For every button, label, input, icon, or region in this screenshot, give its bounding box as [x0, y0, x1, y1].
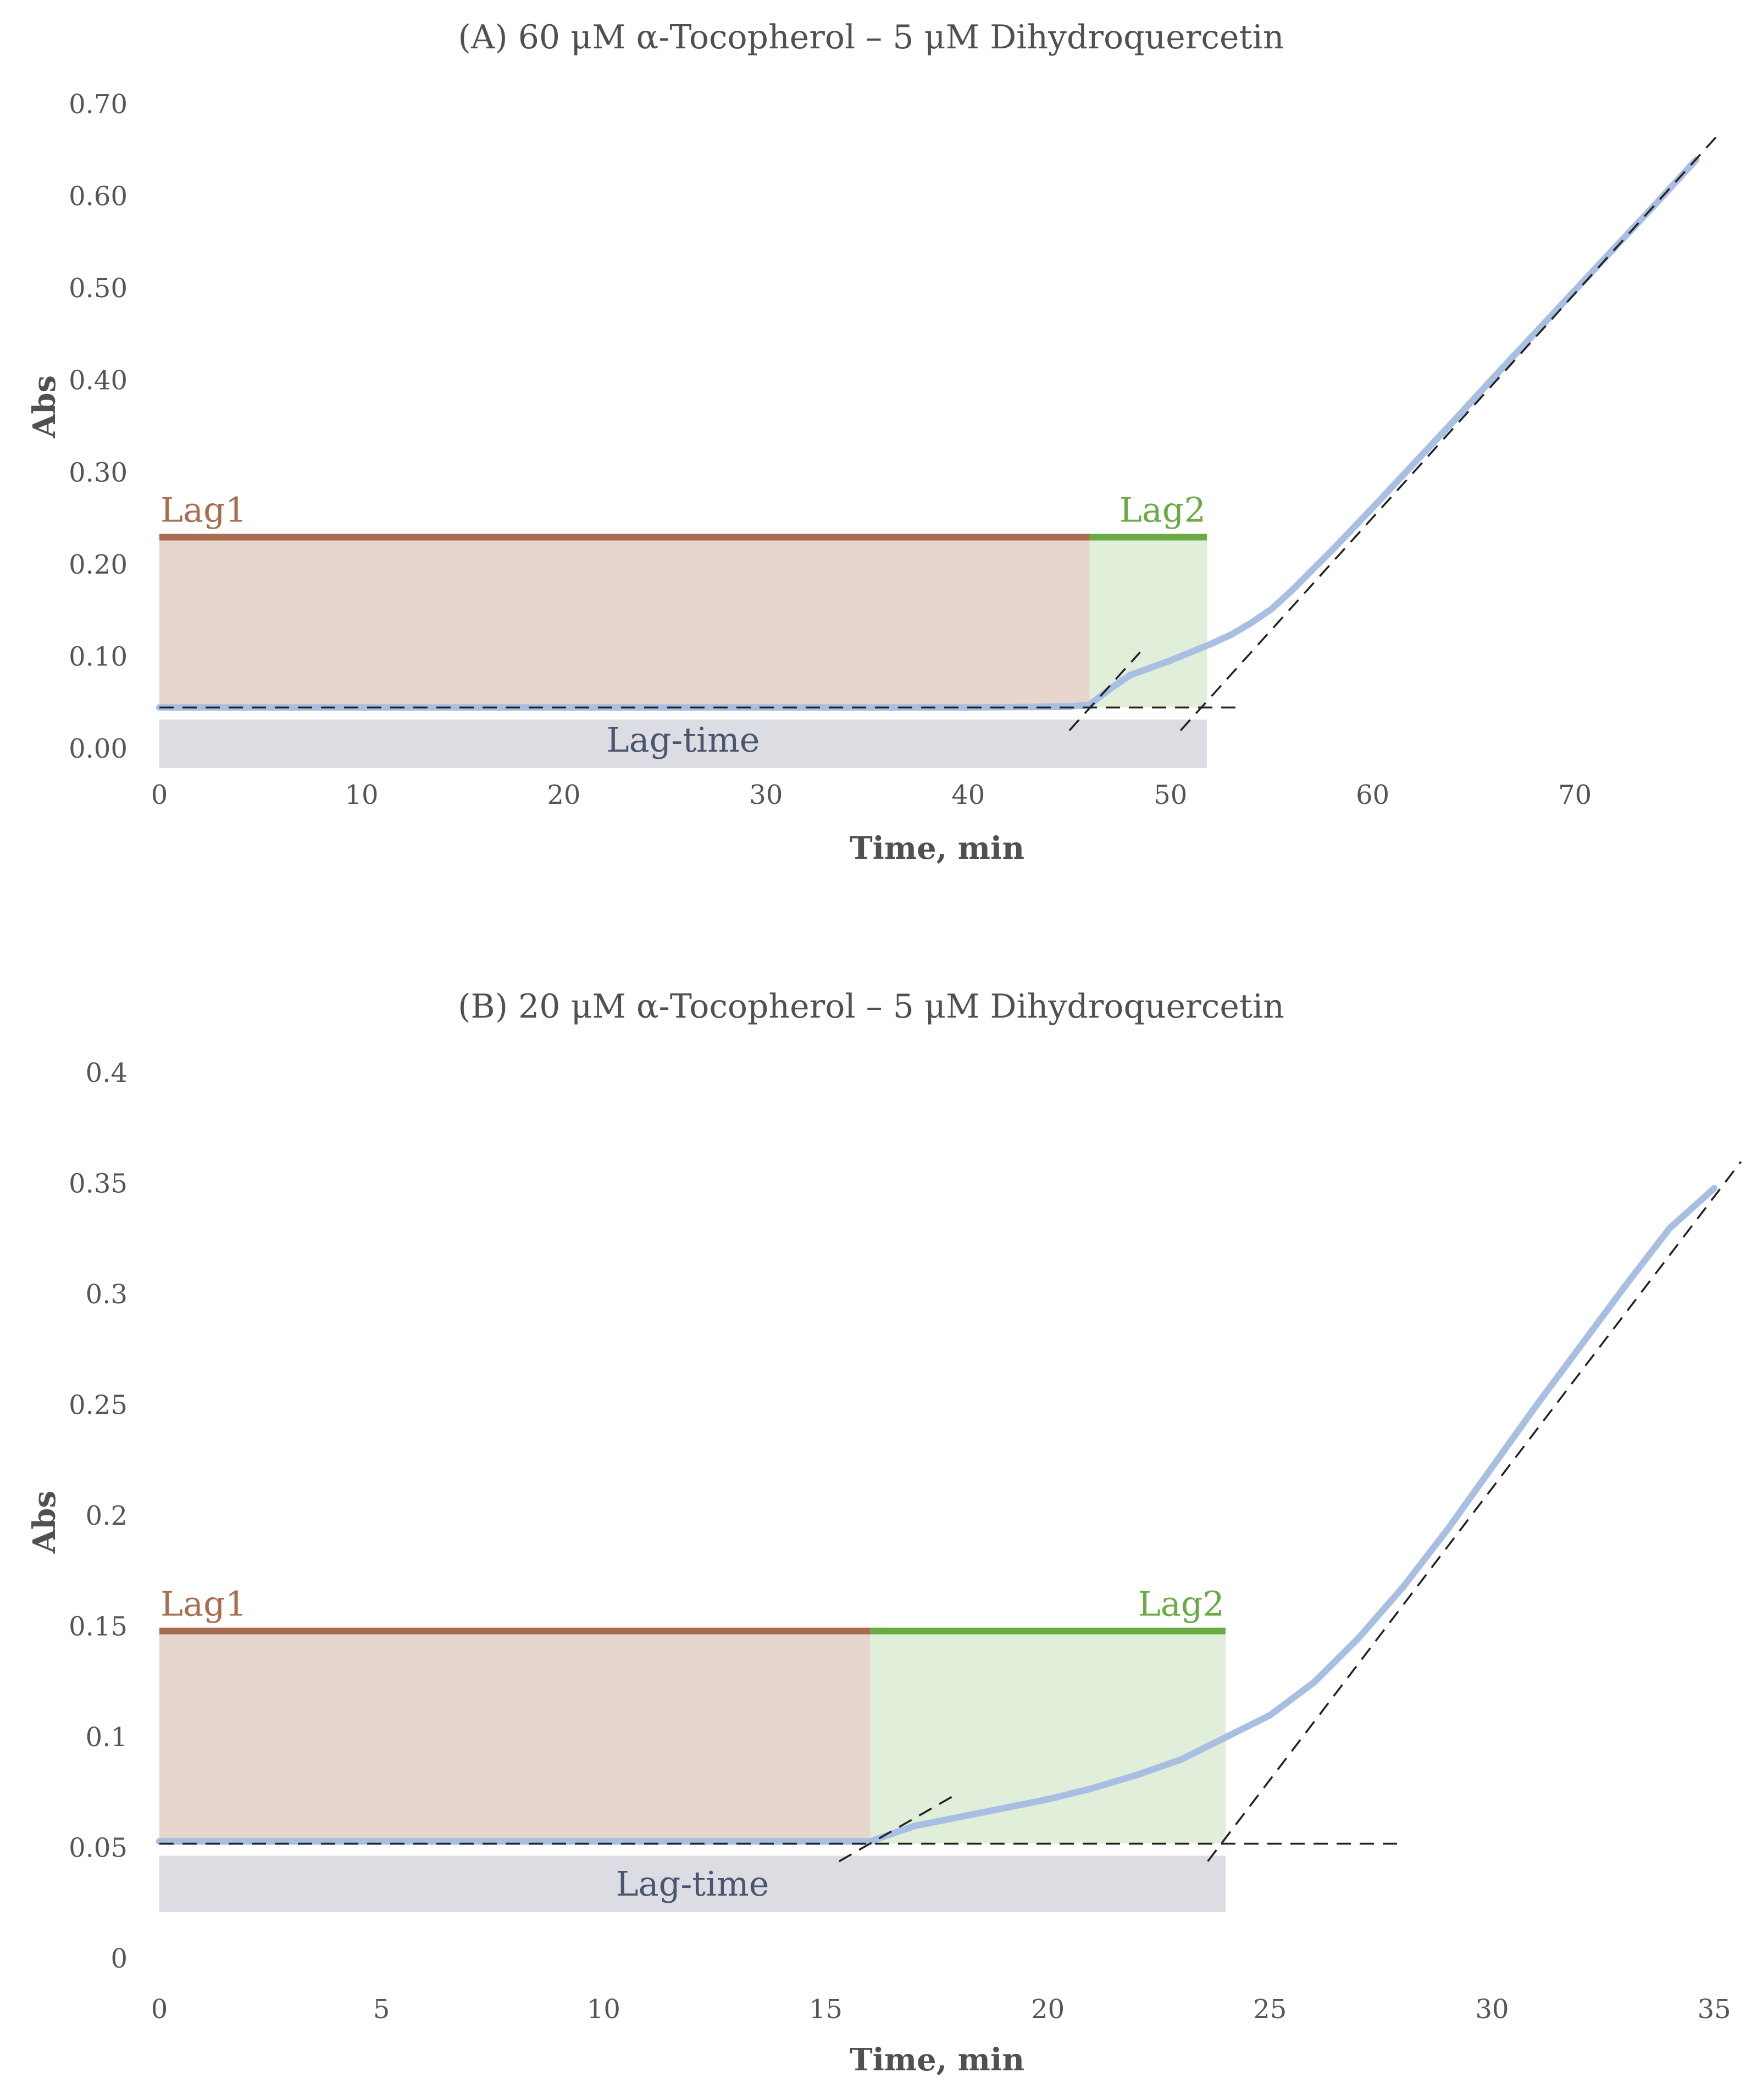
panel-a-title: (A) 60 μM α-Tocopherol – 5 μM Dihydroque…	[458, 18, 1284, 57]
x-tick-label: 0	[151, 780, 168, 810]
lag2-region	[870, 1631, 1226, 1844]
tangent-line-3	[1179, 136, 1717, 731]
lag-time-label: Lag-time	[606, 720, 760, 760]
y-tick-label: 0.10	[69, 641, 128, 672]
x-tick-label: 50	[1154, 780, 1187, 810]
x-tick-label: 60	[1356, 780, 1389, 810]
x-tick-label: 30	[1475, 1994, 1509, 2025]
lag1-label: Lag1	[160, 1584, 247, 1624]
y-tick-label: 0.50	[69, 273, 128, 304]
y-tick-label: 0	[110, 1943, 128, 1974]
lag1-region	[159, 537, 1090, 708]
y-tick-label: 0.60	[69, 181, 128, 212]
y-tick-label: 0.05	[69, 1833, 128, 1864]
panel-b: (B) 20 μM α-Tocopherol – 5 μM Dihydroque…	[26, 987, 1742, 2078]
y-tick-label: 0.2	[86, 1501, 128, 1531]
x-tick-label: 25	[1253, 1994, 1287, 2025]
x-tick-label: 20	[547, 780, 580, 810]
panel-b-title: (B) 20 μM α-Tocopherol – 5 μM Dihydroque…	[458, 987, 1284, 1026]
tangent-line-2	[1068, 651, 1141, 731]
x-tick-label: 15	[809, 1994, 843, 2025]
lag2-label: Lag2	[1119, 490, 1206, 530]
lag-time-bar	[159, 719, 1207, 768]
y-tick-label: 0.35	[69, 1169, 128, 1199]
lag2-region	[1089, 537, 1207, 708]
y-tick-label: 0.1	[86, 1722, 128, 1753]
tangent-line-3	[1207, 1161, 1742, 1862]
y-tick-label: 0.40	[69, 365, 128, 396]
x-tick-label: 5	[373, 1994, 390, 2025]
y-tick-label: 0.15	[69, 1612, 128, 1642]
panel-b-y-axis-label: Abs	[26, 1491, 63, 1554]
panel-a-x-axis-label: Time, min	[850, 830, 1024, 866]
lag-time-bar	[159, 1855, 1226, 1912]
y-tick-label: 0.30	[69, 457, 128, 488]
lag2-label: Lag2	[1138, 1584, 1224, 1624]
absorbance-curve	[156, 1185, 1718, 1845]
y-tick-label: 0.70	[69, 89, 128, 120]
x-tick-label: 30	[749, 780, 783, 810]
x-tick-label: 0	[151, 1994, 168, 2025]
lag1-label: Lag1	[160, 490, 247, 530]
y-tick-label: 0.25	[69, 1390, 128, 1421]
y-tick-label: 0.20	[69, 549, 128, 580]
panel-b-x-axis-label: Time, min	[850, 2042, 1024, 2078]
x-tick-label: 70	[1558, 780, 1592, 810]
y-tick-label: 0.3	[86, 1279, 128, 1310]
panel-a-plot-area: Lag1 Lag2 Lag-time 0.00 0.10 0.20 0.30 0.40 0.50…	[69, 89, 1717, 810]
y-tick-label: 0.00	[69, 734, 128, 764]
panel-a-y-axis-label: Abs	[26, 375, 63, 438]
y-tick-label: 0.4	[86, 1058, 128, 1088]
x-tick-label: 35	[1698, 1994, 1731, 2025]
x-tick-label: 10	[587, 1994, 620, 2025]
x-tick-label: 40	[951, 780, 985, 810]
x-tick-label: 20	[1031, 1994, 1065, 2025]
x-tick-label: 10	[345, 780, 378, 810]
panel-b-plot-area: Lag1 Lag2 Lag-time 0 0.05 0.1 0.15 0.2 0.25 0.3 0.…	[69, 1058, 1742, 2025]
panel-a: (A) 60 μM α-Tocopherol – 5 μM Dihydroque…	[26, 18, 1717, 866]
lag-time-label: Lag-time	[616, 1864, 769, 1904]
lag1-region	[159, 1631, 871, 1844]
